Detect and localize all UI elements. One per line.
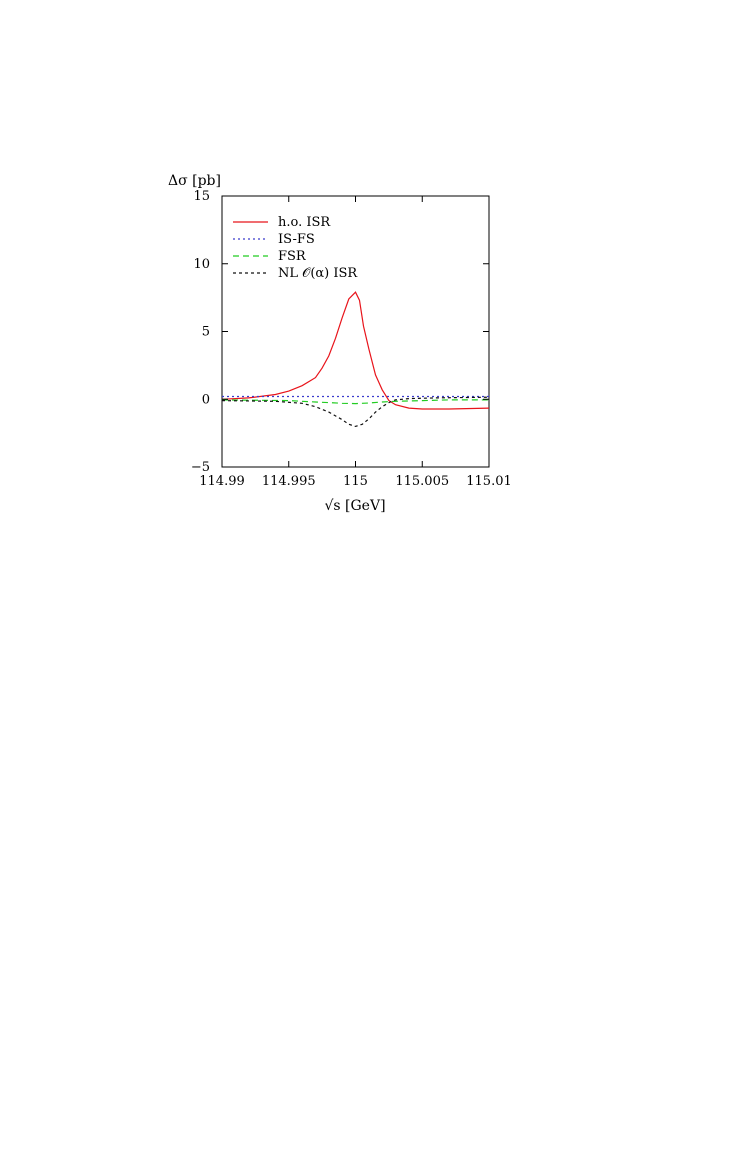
legend: h.o. ISR IS-FS FSR NL 𝒪(α) ISR — [233, 215, 358, 281]
legend-label-1: IS-FS — [278, 232, 315, 247]
x-tick-label: 114.995 — [262, 474, 316, 489]
legend-label-3: NL 𝒪(α) ISR — [278, 266, 358, 281]
legend-label-0: h.o. ISR — [278, 215, 331, 230]
ticks-group: 114.99 114.995 115 115.005 115.01 −5 0 5 10 15 — [191, 189, 512, 489]
y-tick-label: 0 — [202, 392, 210, 407]
x-tick-label: 115 — [343, 474, 368, 489]
series-group — [221, 291, 490, 428]
y-tick-label: 5 — [202, 325, 210, 340]
x-tick-label: 115.005 — [395, 474, 449, 489]
legend-label-2: FSR — [278, 249, 307, 264]
x-axis-label: √s [GeV] — [324, 498, 385, 514]
x-tick-label: 115.01 — [466, 474, 512, 489]
x-tick-label: 114.99 — [199, 474, 245, 489]
y-tick-label: 15 — [193, 189, 210, 204]
y-tick-label: 10 — [193, 257, 210, 272]
series-line-2 — [221, 399, 489, 405]
y-axis-label: Δσ [pb] — [168, 173, 221, 189]
series-line-0 — [221, 291, 490, 410]
y-tick-label: −5 — [191, 460, 210, 475]
series-line-3 — [221, 396, 490, 428]
